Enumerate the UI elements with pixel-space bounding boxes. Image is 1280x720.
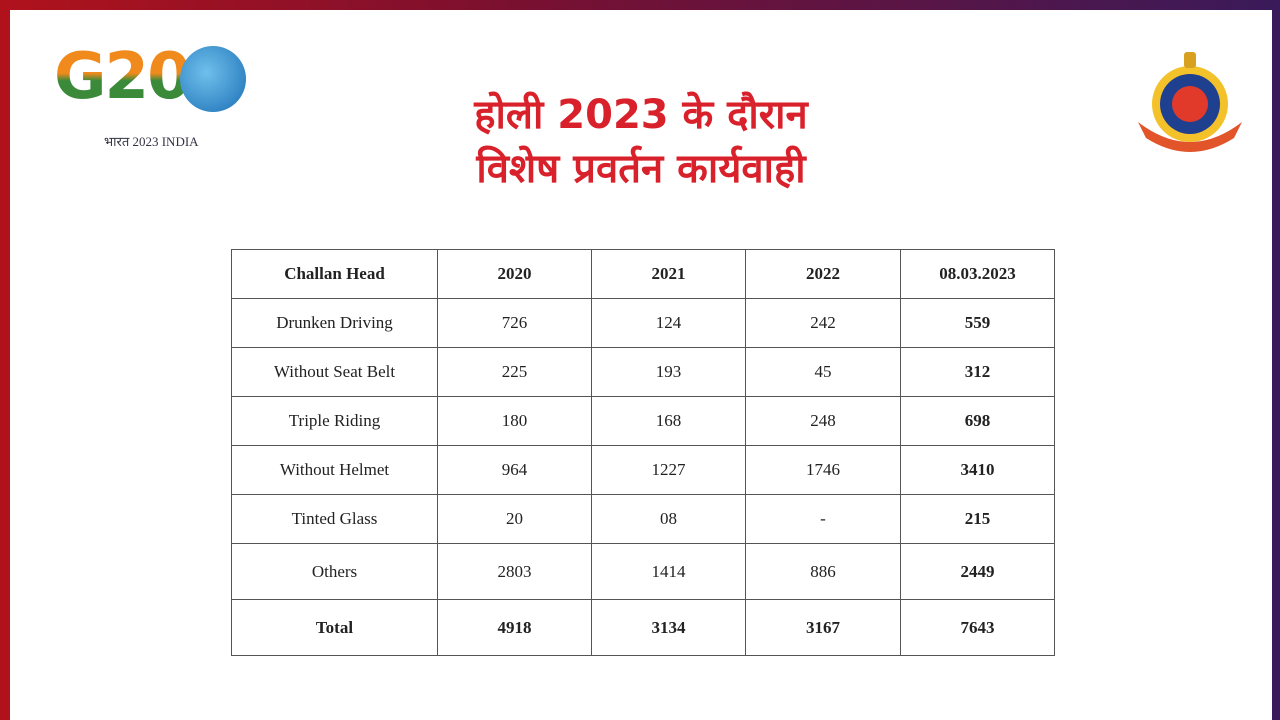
cell: 698 xyxy=(900,396,1055,446)
title-line: होली 2023 के दौरान xyxy=(474,92,808,138)
column-header: 2020 xyxy=(437,249,592,299)
total-cell: 3167 xyxy=(745,599,901,656)
row-label: Others xyxy=(231,543,438,600)
total-cell: 7643 xyxy=(900,599,1055,656)
cell: 215 xyxy=(900,494,1055,544)
cell: 248 xyxy=(745,396,901,446)
cell: 180 xyxy=(437,396,592,446)
cell: 08 xyxy=(591,494,746,544)
cell: 2449 xyxy=(900,543,1055,600)
total-cell: 3134 xyxy=(591,599,746,656)
cell: 168 xyxy=(591,396,746,446)
total-row: Total 4918 3134 3167 7643 xyxy=(231,599,1055,656)
row-label: Drunken Driving xyxy=(231,298,438,348)
cell: - xyxy=(745,494,901,544)
cell: 2803 xyxy=(437,543,592,600)
column-header: 08.03.2023 xyxy=(900,249,1055,299)
globe xyxy=(180,46,246,112)
logo-mark: G20 xyxy=(54,40,192,114)
title: होली 2023 के दौरान विशेष प्रवर्तन कार्यव… xyxy=(10,88,1272,196)
cell: 964 xyxy=(437,445,592,495)
column-header: Challan Head xyxy=(231,249,438,299)
cell: 242 xyxy=(745,298,901,348)
column-header: 2022 xyxy=(745,249,901,299)
total-cell: 4918 xyxy=(437,599,592,656)
cell: 886 xyxy=(745,543,901,600)
cell: 124 xyxy=(591,298,746,348)
cell: 225 xyxy=(437,347,592,397)
header-row: Challan Head 2020 2021 2022 08.03.2023 xyxy=(231,249,1055,299)
cell: 20 xyxy=(437,494,592,544)
logo-caption: भारत 2023 INDIA xyxy=(104,134,199,149)
table-body: Drunken Driving 726 124 242 559 Without Seat … xyxy=(231,298,1055,656)
row-label: Tinted Glass xyxy=(231,494,438,544)
cell: 1746 xyxy=(745,445,901,495)
table-row: Triple Riding 180 168 248 698 xyxy=(231,396,1055,446)
total-label: Total xyxy=(231,599,438,656)
cell: 312 xyxy=(900,347,1055,397)
table-row: Others 2803 1414 886 2449 xyxy=(231,543,1055,600)
cell: 45 xyxy=(745,347,901,397)
cell: 726 xyxy=(437,298,592,348)
cell: 1414 xyxy=(591,543,746,600)
cell: 1227 xyxy=(591,445,746,495)
table-row: Drunken Driving 726 124 242 559 xyxy=(231,298,1055,348)
table-row: Without Seat Belt 225 193 45 312 xyxy=(231,347,1055,397)
row-label: Triple Riding xyxy=(231,396,438,446)
table-row: Tinted Glass 20 08-215 xyxy=(231,494,1055,544)
row-label: Without Helmet xyxy=(231,445,438,495)
challan-table: Challan Head 2020 2021 2022 08.03.2023 Drunk… xyxy=(231,249,1055,656)
g20-logo: G20 भारत 2023 INDIA xyxy=(54,40,264,170)
title-line: विशेष प्रवर्तन कार्यवाही xyxy=(476,146,806,192)
police-emblem xyxy=(1138,52,1242,152)
cell: 559 xyxy=(900,298,1055,348)
cell: 3410 xyxy=(900,445,1055,495)
row-label: Without Seat Belt xyxy=(231,347,438,397)
sheet: G20 भारत 2023 INDIA होली 2023 के दौरान व… xyxy=(10,10,1272,720)
cell: 193 xyxy=(591,347,746,397)
column-header: 2021 xyxy=(591,249,746,299)
table-row: Without Helmet 964 1227 1746 3410 xyxy=(231,445,1055,495)
